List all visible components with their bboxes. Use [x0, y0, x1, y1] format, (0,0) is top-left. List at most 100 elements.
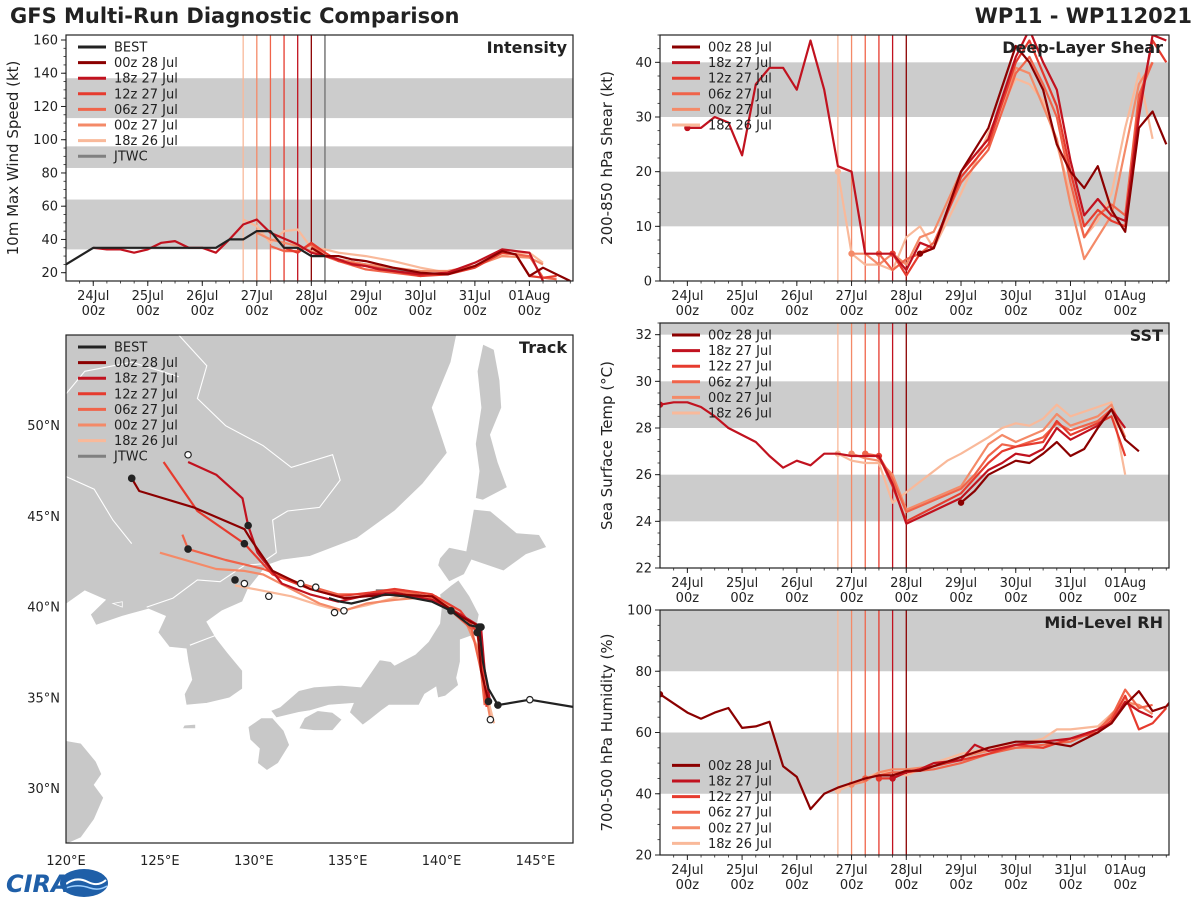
intensity-panel: 2040608010012014016024Jul00z25Jul00z26Ju…: [4, 33, 574, 319]
shear-series-line: [919, 44, 1168, 255]
sst-xtick-label: 28Jul: [890, 576, 922, 591]
shear-xtick-sublabel: 00z: [840, 304, 864, 319]
province-border: [66, 475, 133, 544]
track-position-filled: [494, 701, 502, 709]
intensity-band: [66, 78, 573, 119]
kyushu-island: [247, 717, 290, 771]
track-ytick-label: 40°N: [27, 601, 60, 616]
rh-xtick-label: 26Jul: [781, 863, 813, 878]
intensity-xtick-sublabel: 00z: [518, 304, 542, 319]
sst-ylabel: Sea Surface Temp (°C): [598, 361, 616, 530]
intensity-legend-label: 18z 26 Jul: [114, 134, 178, 149]
shear-legend-label: 06z 27 Jul: [708, 87, 772, 102]
intensity-title: Intensity: [487, 38, 568, 57]
track-position-filled: [184, 545, 192, 553]
track-legend-label: 18z 27 Jul: [114, 372, 178, 387]
rh-ytick-label: 80: [635, 665, 652, 680]
track-position-open: [526, 695, 534, 704]
sst-xtick-label: 25Jul: [726, 576, 758, 591]
sst-legend-label: 18z 27 Jul: [708, 344, 772, 359]
intensity-xtick-label: 26Jul: [186, 289, 218, 304]
sst-ytick-label: 22: [635, 562, 652, 577]
track-position-open: [296, 579, 305, 588]
rh-xtick-sublabel: 00z: [785, 878, 809, 893]
intensity-ytick-label: 100: [33, 133, 58, 148]
track-ytick-label: 30°N: [27, 782, 60, 797]
sst-series-start-point: [957, 499, 965, 506]
sst-xtick-label: 27Jul: [835, 576, 867, 591]
track-xtick-label: 130°E: [234, 854, 274, 869]
track-position-open: [240, 579, 249, 588]
intensity-xtick-sublabel: 00z: [191, 304, 215, 319]
rh-panel: 2040608010024Jul00z25Jul00z26Jul00z27Jul…: [598, 604, 1170, 893]
intensity-ytick-label: 140: [33, 67, 58, 82]
shear-plot-area: [660, 35, 1169, 281]
rh-xtick-sublabel: 00z: [1114, 878, 1138, 893]
rh-xtick-label: 27Jul: [835, 863, 867, 878]
rh-ylabel: 700-500 hPa Humidity (%): [598, 633, 616, 831]
track-position-open: [486, 715, 495, 724]
shikoku-island: [298, 710, 343, 731]
china-internal-border: [66, 361, 179, 395]
track-frame: [65, 334, 574, 844]
sst-xtick-sublabel: 00z: [785, 591, 809, 606]
china-russia-border: [178, 335, 341, 563]
rh-ytick-label: 100: [627, 604, 652, 619]
track-legend-label: 00z 28 Jul: [114, 356, 178, 371]
shear-xtick-sublabel: 00z: [1059, 304, 1083, 319]
shear-legend-label: 18z 27 Jul: [708, 56, 772, 71]
rh-legend-label: 00z 27 Jul: [708, 821, 772, 836]
rh-legend-label: 06z 27 Jul: [708, 806, 772, 821]
intensity-xtick-sublabel: 00z: [136, 304, 160, 319]
intensity-legend-label: 00z 28 Jul: [114, 56, 178, 71]
sst-xtick-sublabel: 00z: [730, 591, 754, 606]
intensity-xtick-label: 31Jul: [459, 289, 491, 304]
figure-title: GFS Multi-Run Diagnostic Comparison: [10, 4, 460, 28]
rh-series-start-point: [889, 775, 896, 782]
intensity-legend-label: BEST: [114, 41, 147, 56]
shear-xtick-sublabel: 00z: [895, 304, 919, 319]
track-xtick-label: 140°E: [422, 854, 462, 869]
intensity-xtick-label: 29Jul: [350, 289, 382, 304]
sst-xtick-label: 29Jul: [945, 576, 977, 591]
track-position-open: [330, 608, 339, 617]
intensity-legend-label: 00z 27 Jul: [114, 119, 178, 134]
rh-band: [660, 732, 1169, 794]
rh-series-line: [892, 700, 1154, 780]
shear-xtick-label: 29Jul: [945, 289, 977, 304]
track-position-filled: [231, 576, 239, 584]
shear-series-line: [687, 35, 1167, 272]
track-xtick-label: 125°E: [140, 854, 180, 869]
track-title: Track: [519, 338, 567, 357]
rh-band: [660, 610, 1169, 672]
intensity-ytick-label: 160: [33, 33, 58, 48]
track-position-open: [340, 606, 348, 615]
sst-series-start-point: [660, 401, 664, 408]
sst-ytick-label: 30: [635, 375, 652, 390]
intensity-ylabel: 10m Max Wind Speed (kt): [4, 61, 22, 256]
shear-legend-label: 12z 27 Jul: [708, 72, 772, 87]
sst-legend-label: 06z 27 Jul: [708, 375, 772, 390]
sst-band: [660, 323, 1169, 335]
rh-legend-label: 18z 27 Jul: [708, 775, 772, 790]
intensity-legend-label: 12z 27 Jul: [114, 87, 178, 102]
shear-series-start-point: [916, 250, 924, 257]
shear-ytick-label: 30: [635, 111, 652, 126]
rh-ytick-label: 60: [635, 726, 652, 741]
shear-series-line: [836, 72, 1154, 272]
sst-legend-label: 12z 27 Jul: [708, 360, 772, 375]
shear-ylabel: 200-850 hPa Shear (kt): [598, 71, 616, 245]
track-position-filled: [473, 628, 482, 637]
sst-xtick-sublabel: 00z: [676, 591, 700, 606]
intensity-legend-label: 06z 27 Jul: [114, 103, 178, 118]
shear-xtick-sublabel: 00z: [1114, 304, 1138, 319]
rh-xtick-sublabel: 00z: [949, 878, 973, 893]
intensity-series-line: [66, 230, 325, 266]
intensity-xtick-label: 30Jul: [404, 289, 436, 304]
rh-legend-label: 18z 26 Jul: [708, 837, 772, 852]
sst-frame: [659, 322, 1170, 569]
sst-series-line: [960, 408, 1140, 504]
track-legend-label: 00z 27 Jul: [114, 419, 178, 434]
intensity-ytick-label: 60: [41, 200, 58, 215]
intensity-xtick-sublabel: 00z: [82, 304, 106, 319]
